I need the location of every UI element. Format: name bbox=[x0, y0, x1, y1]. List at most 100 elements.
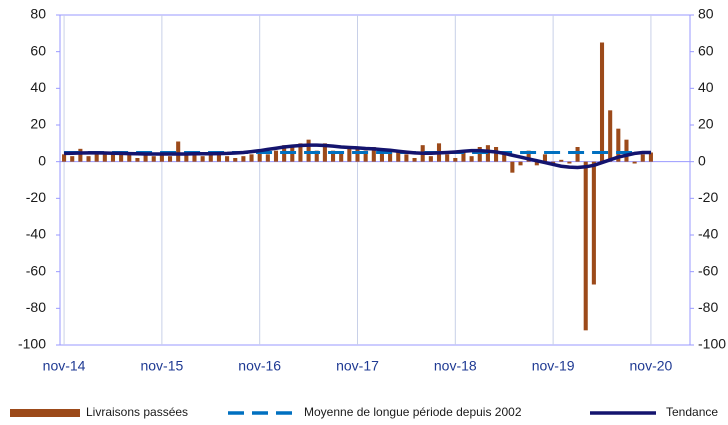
bar bbox=[70, 156, 75, 162]
bar bbox=[567, 161, 572, 164]
bar bbox=[78, 148, 83, 162]
y2-tick-label: 40 bbox=[698, 79, 714, 95]
bar bbox=[542, 154, 548, 162]
bar bbox=[502, 152, 507, 162]
bar bbox=[518, 161, 523, 166]
bar bbox=[494, 147, 499, 162]
y-tick-label: -60 bbox=[26, 262, 46, 278]
bar bbox=[616, 128, 621, 162]
y-tick-label: -40 bbox=[26, 226, 46, 242]
y2-tick-label: -40 bbox=[698, 226, 718, 242]
bar bbox=[599, 42, 605, 162]
y-tick-label: -100 bbox=[18, 336, 46, 352]
bar bbox=[167, 156, 173, 162]
bar bbox=[184, 154, 189, 162]
bar bbox=[192, 152, 197, 162]
bar bbox=[119, 152, 124, 162]
bar bbox=[200, 156, 205, 162]
x-tick-label: nov-20 bbox=[630, 358, 673, 374]
bar bbox=[396, 152, 401, 162]
legend-label: Tendance bbox=[666, 405, 718, 419]
bar bbox=[298, 143, 303, 162]
bar bbox=[575, 147, 580, 162]
bar bbox=[135, 158, 140, 162]
bar bbox=[233, 158, 238, 162]
bar bbox=[363, 150, 368, 162]
legend-label: Moyenne de longue période depuis 2002 bbox=[304, 405, 522, 419]
bar bbox=[216, 154, 221, 162]
bar bbox=[159, 154, 164, 162]
bar bbox=[608, 110, 613, 162]
bar bbox=[640, 154, 645, 162]
bar bbox=[339, 152, 344, 162]
bar bbox=[314, 150, 319, 162]
bar bbox=[94, 152, 99, 162]
bar bbox=[249, 154, 254, 162]
bar bbox=[208, 154, 213, 162]
y2-tick-label: 20 bbox=[698, 116, 714, 132]
bar bbox=[306, 139, 311, 162]
bar bbox=[412, 158, 417, 162]
bar bbox=[151, 156, 156, 162]
bar bbox=[510, 161, 515, 173]
bar bbox=[453, 158, 458, 162]
y-tick-label: 0 bbox=[38, 152, 46, 168]
legend-label: Livraisons passées bbox=[86, 405, 188, 419]
y2-tick-label: -20 bbox=[698, 189, 718, 205]
bar bbox=[404, 154, 409, 162]
bar bbox=[648, 152, 653, 162]
y-tick-label: 20 bbox=[30, 116, 46, 132]
bar bbox=[461, 150, 466, 162]
x-tick-label: nov-16 bbox=[238, 358, 281, 374]
bar bbox=[331, 150, 336, 162]
bar bbox=[347, 147, 352, 162]
bar bbox=[127, 154, 132, 162]
bar bbox=[241, 156, 246, 162]
y2-tick-label: 0 bbox=[698, 152, 706, 168]
bar bbox=[322, 143, 327, 162]
bar bbox=[62, 154, 67, 162]
bar bbox=[624, 139, 629, 162]
x-tick-label: nov-18 bbox=[434, 358, 477, 374]
bar bbox=[445, 154, 450, 162]
bar bbox=[632, 161, 637, 164]
y2-tick-label: 80 bbox=[698, 6, 714, 22]
x-tick-label: nov-15 bbox=[140, 358, 183, 374]
x-tick-label: nov-17 bbox=[336, 358, 379, 374]
bar bbox=[257, 152, 262, 162]
bar bbox=[559, 159, 564, 162]
bar bbox=[225, 156, 230, 162]
y-tick-label: 80 bbox=[30, 6, 46, 22]
bar bbox=[379, 148, 384, 162]
y2-tick-label: -100 bbox=[698, 336, 726, 352]
bar bbox=[176, 141, 181, 162]
y-tick-label: -80 bbox=[26, 299, 46, 315]
line-series bbox=[64, 143, 651, 170]
bar bbox=[591, 161, 596, 285]
bar bbox=[371, 147, 376, 162]
bar bbox=[388, 150, 393, 162]
y-tick-label: 40 bbox=[30, 79, 46, 95]
bar bbox=[583, 161, 588, 331]
bar bbox=[477, 147, 482, 162]
legend-swatch bbox=[10, 409, 80, 417]
bar bbox=[143, 154, 148, 162]
y2-tick-label: -60 bbox=[698, 262, 718, 278]
bar bbox=[428, 156, 433, 162]
plot-frame bbox=[59, 14, 691, 346]
bar bbox=[265, 154, 270, 162]
bar bbox=[273, 150, 279, 162]
bar bbox=[102, 154, 107, 162]
x-tick-label: nov-19 bbox=[532, 358, 575, 374]
bar bbox=[355, 147, 360, 162]
y2-tick-label: 60 bbox=[698, 42, 714, 58]
x-tick-label: nov-14 bbox=[43, 358, 86, 374]
bar bbox=[534, 161, 539, 166]
bar bbox=[526, 150, 531, 162]
y-tick-label: -20 bbox=[26, 189, 46, 205]
bar bbox=[290, 147, 295, 162]
bar bbox=[110, 152, 116, 162]
y2-tick-label: -80 bbox=[698, 299, 718, 315]
y-tick-label: 60 bbox=[30, 42, 46, 58]
